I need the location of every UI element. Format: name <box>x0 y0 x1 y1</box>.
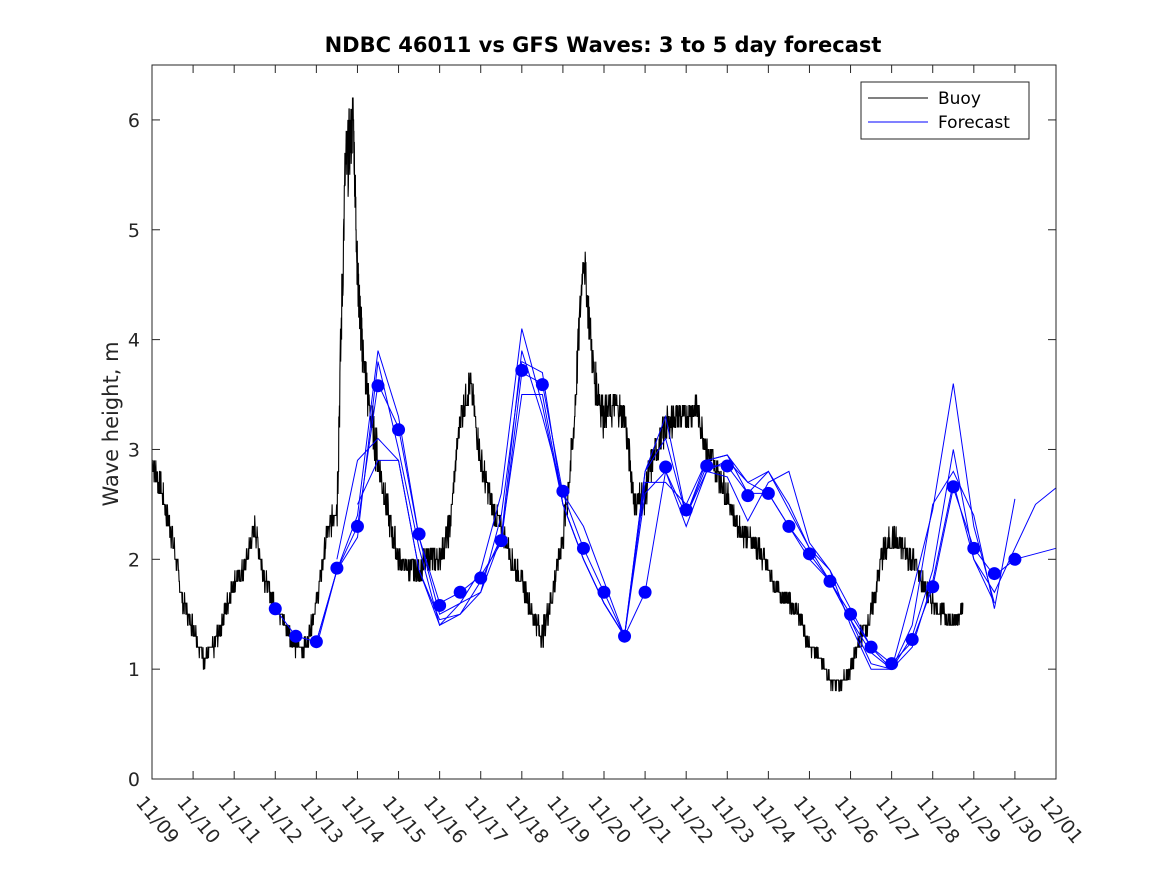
forecast-series-line <box>336 360 1016 670</box>
forecast-marker <box>987 567 1001 581</box>
y-tick-label: 3 <box>128 439 140 461</box>
x-tick-label: 11/20 <box>583 792 635 848</box>
forecast-marker <box>885 657 899 671</box>
forecast-marker <box>844 607 858 621</box>
x-tick-label: 11/23 <box>706 792 758 848</box>
forecast-marker <box>412 527 426 541</box>
x-tick-label: 11/12 <box>254 792 306 848</box>
forecast-marker <box>576 541 590 555</box>
forecast-marker <box>392 423 406 437</box>
x-tick-label: 11/21 <box>624 792 676 848</box>
forecast-marker <box>720 459 734 473</box>
forecast-marker <box>289 629 303 643</box>
forecast-marker <box>1008 552 1022 566</box>
forecast-marker <box>433 598 447 612</box>
x-tick-label: 11/17 <box>460 792 512 848</box>
x-tick-label: 11/29 <box>953 792 1005 848</box>
forecast-marker <box>474 571 488 585</box>
x-tick-label: 11/15 <box>378 792 430 848</box>
x-tick-label: 12/01 <box>1035 792 1087 848</box>
forecast-marker <box>309 635 323 649</box>
legend: Buoy Forecast <box>860 81 1030 140</box>
x-tick-label: 11/11 <box>213 792 265 848</box>
x-tick-label: 11/25 <box>789 792 841 848</box>
y-tick-label: 0 <box>128 769 140 791</box>
forecast-marker <box>350 519 364 533</box>
forecast-marker <box>556 484 570 498</box>
forecast-marker <box>946 480 960 494</box>
forecast-marker <box>802 547 816 561</box>
x-tick-label: 11/16 <box>419 792 471 848</box>
y-tick-label: 4 <box>128 330 140 352</box>
forecast-marker <box>823 574 837 588</box>
forecast-marker <box>268 602 282 616</box>
y-tick-label: 5 <box>128 220 140 242</box>
forecast-marker <box>371 379 385 393</box>
y-tick-label: 6 <box>128 110 140 132</box>
forecast-marker <box>700 459 714 473</box>
forecast-marker <box>741 489 755 503</box>
plot-frame <box>151 64 1057 780</box>
forecast-marker <box>967 541 981 555</box>
y-tick-label: 2 <box>128 549 140 571</box>
forecast-marker <box>515 363 529 377</box>
x-tick-label: 11/18 <box>501 792 553 848</box>
forecast-marker <box>761 486 775 500</box>
forecast-marker <box>494 534 508 548</box>
x-tick-label: 11/27 <box>871 792 923 848</box>
y-axis-ticks: 0 1 2 3 4 5 6 <box>128 110 1056 791</box>
x-tick-label: 11/19 <box>542 792 594 848</box>
x-tick-label: 11/28 <box>912 792 964 848</box>
x-tick-label: 11/30 <box>994 792 1046 848</box>
forecast-marker <box>659 460 673 474</box>
forecast-marker <box>926 580 940 594</box>
forecast-marker <box>638 585 652 599</box>
forecast-marker <box>330 561 344 575</box>
legend-forecast-label: Forecast <box>938 113 1010 133</box>
x-tick-label: 11/22 <box>665 792 717 848</box>
y-axis-label: Wave height, m <box>99 341 123 506</box>
forecast-marker <box>453 585 467 599</box>
chart-title: NDBC 46011 vs GFS Waves: 3 to 5 day fore… <box>325 33 882 57</box>
forecast-marker <box>535 378 549 392</box>
legend-buoy-label: Buoy <box>938 89 981 109</box>
x-tick-label: 11/13 <box>296 792 348 848</box>
x-tick-label: 11/09 <box>131 792 183 848</box>
forecast-markers <box>268 363 1022 671</box>
forecast-marker <box>864 640 878 654</box>
forecast-marker <box>679 503 693 517</box>
legend-box <box>860 81 1030 140</box>
forecast-marker <box>618 629 632 643</box>
x-tick-label: 11/26 <box>830 792 882 848</box>
x-tick-label: 11/10 <box>172 792 224 848</box>
forecast-marker <box>597 585 611 599</box>
forecast-marker <box>782 519 796 533</box>
x-tick-label: 11/14 <box>337 792 389 848</box>
y-tick-label: 1 <box>128 659 140 681</box>
forecast-marker <box>905 632 919 646</box>
forecast-series-line <box>357 383 995 670</box>
x-tick-label: 11/24 <box>748 792 800 848</box>
